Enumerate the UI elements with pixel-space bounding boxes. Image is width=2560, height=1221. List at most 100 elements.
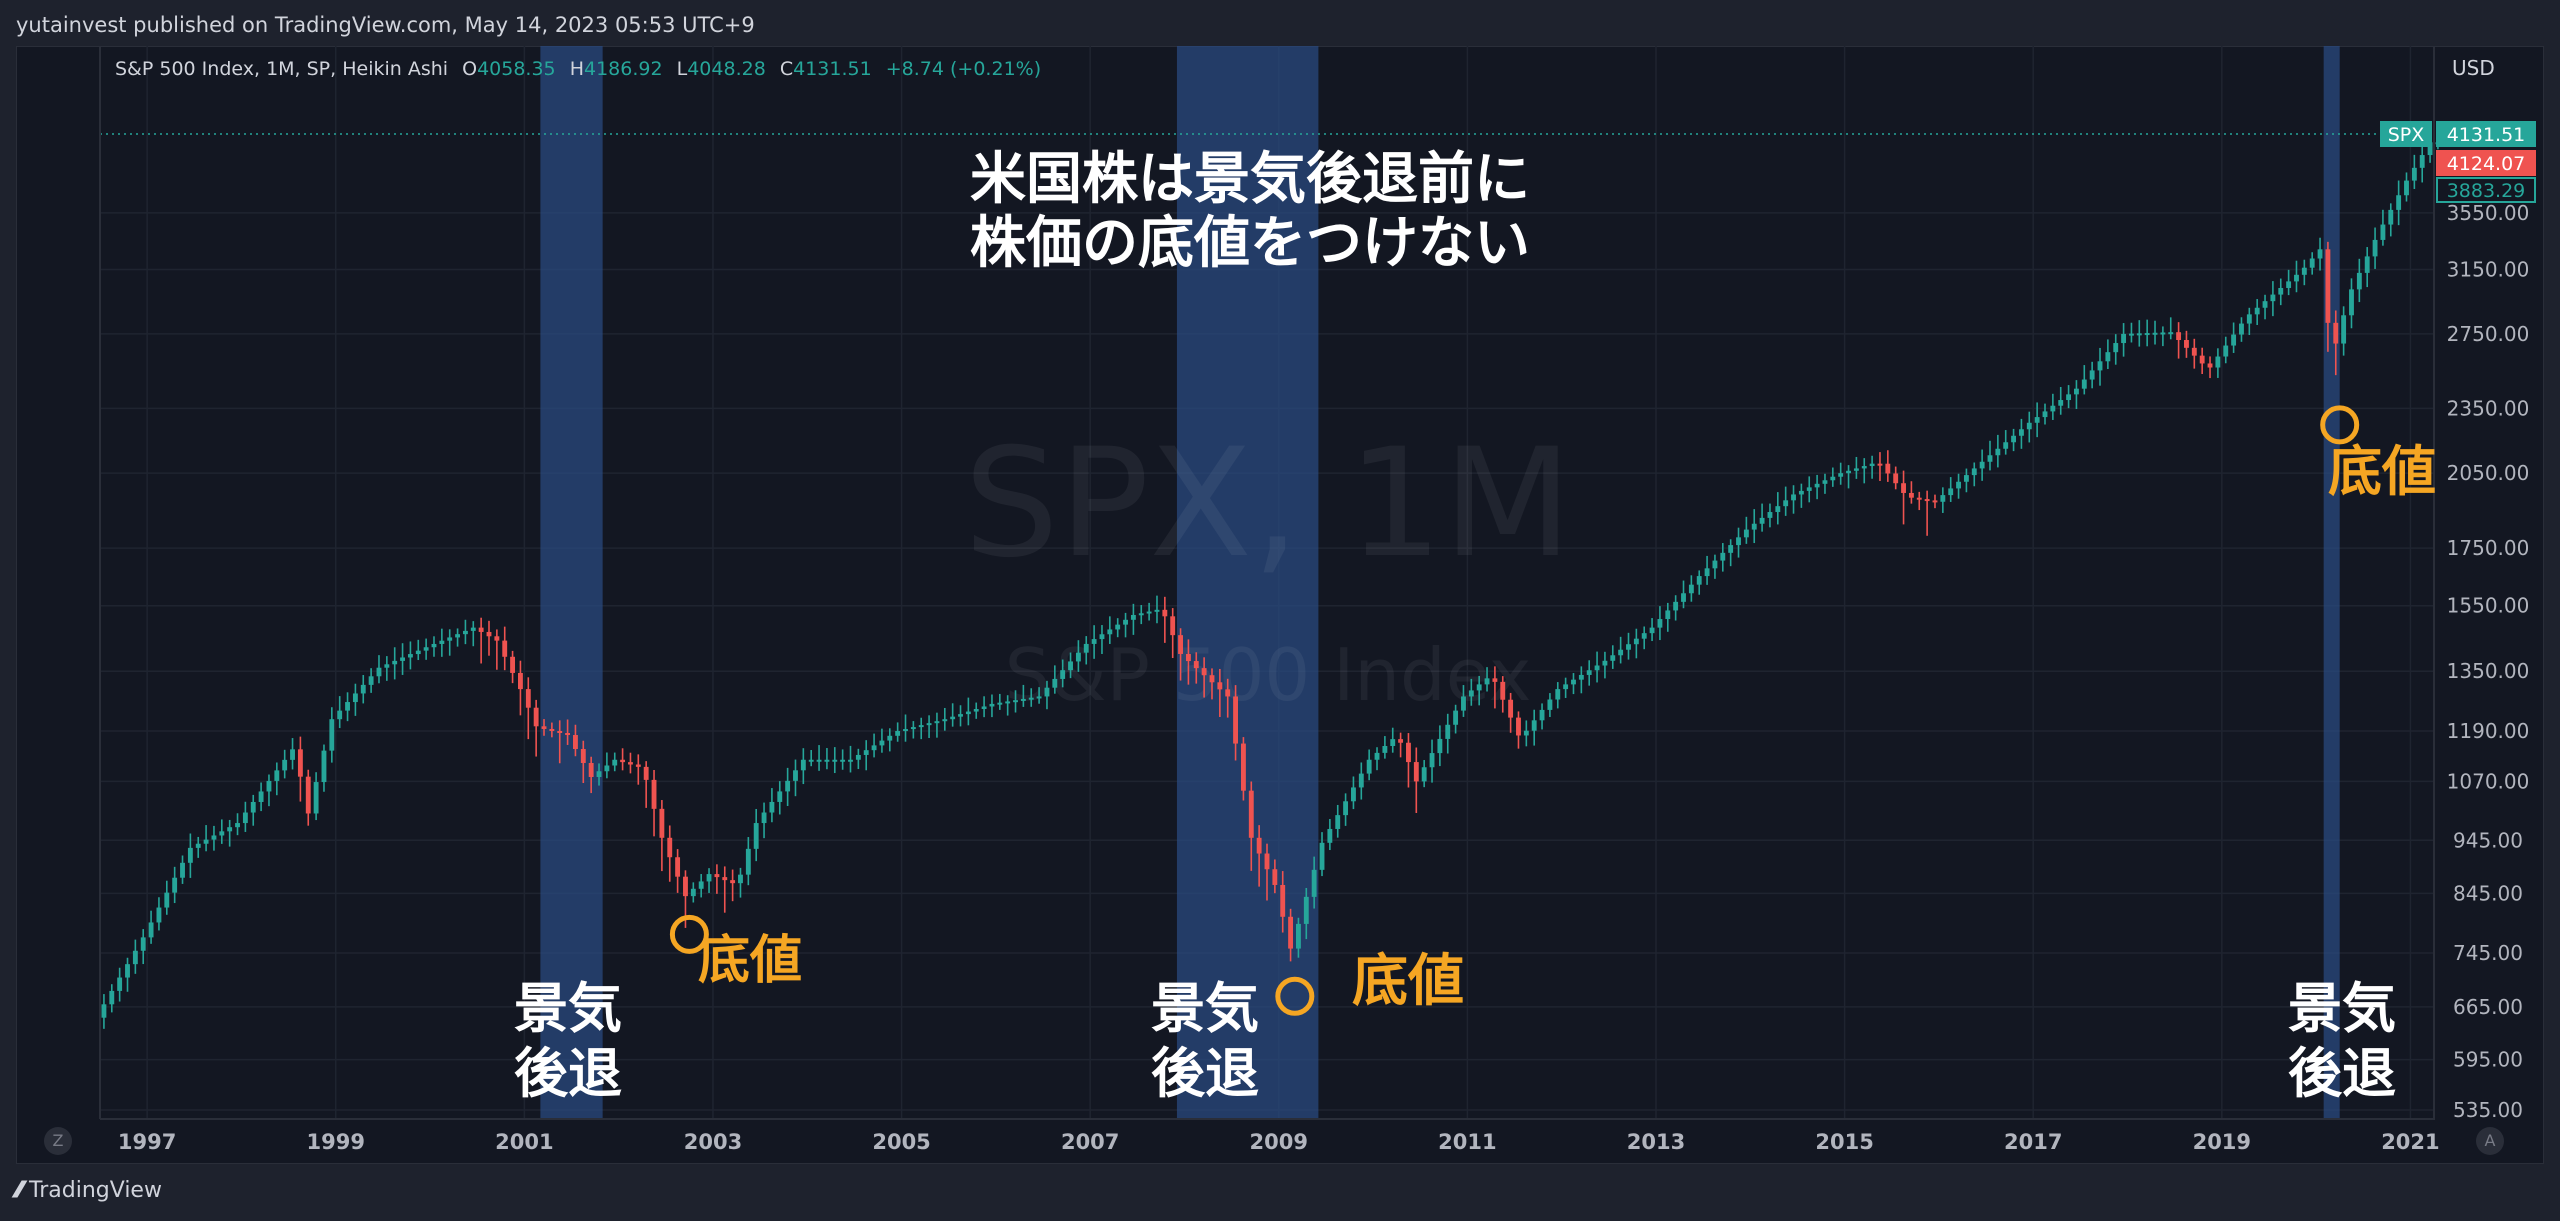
candle-body <box>2325 249 2331 323</box>
bottom-markers <box>669 405 2360 1016</box>
candle-body <box>1343 801 1349 816</box>
candle-body <box>384 664 390 668</box>
x-tick-label: 2007 <box>1061 1130 1119 1154</box>
candle-body <box>1728 545 1734 553</box>
candle-body <box>1476 684 1482 691</box>
candle-body <box>1217 682 1223 690</box>
candle-body <box>1028 697 1034 700</box>
y-tick-label: 665.00 <box>2453 995 2523 1019</box>
candle-body <box>1327 828 1333 843</box>
candle-body <box>965 711 971 715</box>
candle-body <box>1005 701 1011 704</box>
candle-body <box>1044 687 1050 697</box>
candle-body <box>2411 167 2417 181</box>
candle-body <box>447 637 453 641</box>
candle-body <box>337 710 343 720</box>
candle-body <box>1736 537 1741 546</box>
symbol-tag-bg <box>2380 121 2432 147</box>
recession-label-line-2: 後退 <box>514 1042 622 1105</box>
candle-body <box>1280 884 1286 917</box>
candle-body <box>297 749 303 777</box>
candle-body <box>1885 463 1891 474</box>
y-tick-label: 595.00 <box>2453 1048 2523 1072</box>
candle-body <box>156 907 162 923</box>
candle-body <box>793 770 798 781</box>
recession-label-line-1: 景気 <box>514 977 622 1040</box>
candle-body <box>2184 340 2189 348</box>
candle-body <box>2333 322 2339 344</box>
candle-body <box>1571 679 1576 685</box>
candle-body <box>1696 576 1702 585</box>
candle-body <box>659 808 665 838</box>
candle-body <box>1853 468 1859 471</box>
candle-body <box>1484 678 1490 685</box>
candle-body <box>596 771 602 777</box>
zoom-reset-button[interactable]: Z <box>44 1127 72 1155</box>
candle-body <box>1233 696 1239 744</box>
candle-body <box>643 766 649 780</box>
candle-body <box>1060 670 1066 679</box>
candle-body <box>1720 552 1726 561</box>
candle-body <box>1547 699 1553 710</box>
candle-body <box>2349 289 2354 316</box>
watermark-symbol: SPX, 1M <box>964 417 1573 591</box>
candle-body <box>2301 267 2307 275</box>
candle-body <box>1421 767 1427 782</box>
candle-body <box>667 837 673 858</box>
candle-body <box>1201 668 1207 676</box>
candle-body <box>2160 332 2166 335</box>
candle-body <box>305 776 311 814</box>
candle-body <box>565 733 571 736</box>
candle-body <box>1523 730 1529 736</box>
top-bar: yutainvest published on TradingView.com,… <box>0 0 2560 46</box>
candle-body <box>1492 678 1498 682</box>
x-tick-label: 2001 <box>495 1130 553 1154</box>
auto-scale-button[interactable]: A <box>2476 1127 2504 1155</box>
candle-body <box>628 762 633 765</box>
candle-body <box>1610 655 1616 661</box>
candle-body <box>2176 332 2182 341</box>
candle-body <box>486 631 492 637</box>
x-tick-label: 2003 <box>684 1130 742 1154</box>
candle-body <box>1123 619 1128 625</box>
brand[interactable]: ⁄⁄⁄ TradingView <box>16 1178 162 1203</box>
candle-body <box>227 827 233 832</box>
candle-body <box>164 892 170 908</box>
candle-body <box>1688 584 1694 594</box>
legend-o-label: O <box>462 58 478 80</box>
legend-high: 4186.92 <box>584 58 663 80</box>
recession-label-line-2: 後退 <box>1151 1042 1259 1105</box>
legend-low: 4048.28 <box>687 58 766 80</box>
candle-body <box>1649 627 1655 634</box>
y-tick-label: 745.00 <box>2453 941 2523 965</box>
bottom-marker-circle <box>669 914 709 954</box>
candle-body <box>2058 400 2064 406</box>
candle-body <box>2168 332 2174 335</box>
candle-body <box>274 770 280 781</box>
candle-body <box>730 880 736 884</box>
candle-body <box>738 874 743 884</box>
candle-body <box>887 735 893 741</box>
candle-body <box>918 725 924 728</box>
candle-body <box>415 650 421 655</box>
candle-body <box>808 759 814 762</box>
legend-symbol: S&P 500 Index, 1M, SP, Heikin Ashi <box>115 58 449 80</box>
candle-body <box>1351 787 1356 802</box>
candle-body <box>211 835 217 840</box>
candle-body <box>1775 506 1781 513</box>
candle-body <box>1390 739 1396 747</box>
candle-body <box>250 801 256 813</box>
currency-label[interactable]: USD <box>2452 56 2495 80</box>
candle-body <box>1170 616 1176 636</box>
candle-body <box>1846 470 1851 474</box>
candle-body <box>1838 473 1844 477</box>
candle-body <box>1083 643 1089 653</box>
candle-body <box>2042 411 2048 418</box>
candle-body <box>2050 405 2056 412</box>
candle-body <box>400 657 405 661</box>
bottom-label: 底値 <box>2328 440 2436 503</box>
candle-body <box>1665 610 1671 620</box>
candle-body <box>2113 343 2119 353</box>
candle-body <box>903 729 908 732</box>
